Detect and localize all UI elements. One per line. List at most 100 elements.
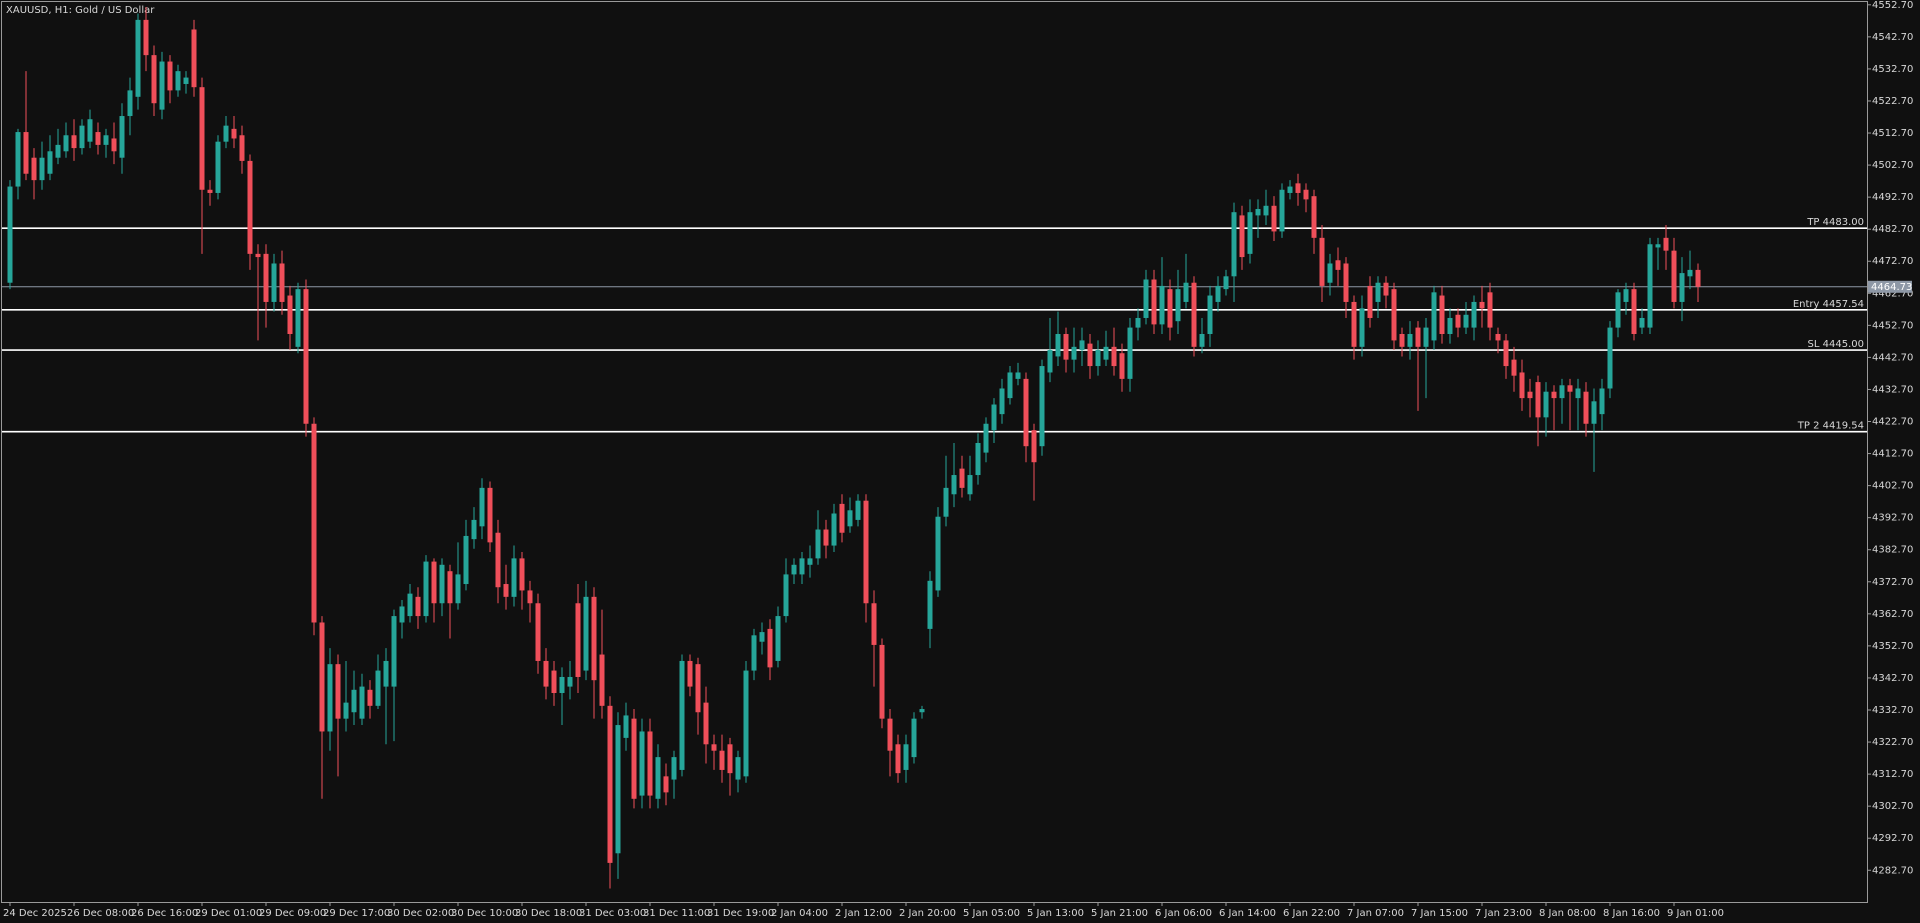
candle-body (159, 61, 165, 110)
candle-body (1239, 215, 1245, 258)
candle-body (119, 116, 125, 158)
candle-body (295, 289, 301, 347)
y-tick-label: 4332.70 (1872, 705, 1913, 716)
candle-body (1247, 212, 1253, 254)
candle-body (1679, 273, 1685, 302)
candle-body (1551, 391, 1557, 399)
candle-body (991, 404, 997, 431)
x-tick-label: 5 Jan 05:00 (963, 908, 1020, 919)
candle-body (1583, 391, 1589, 424)
candle-body (1655, 244, 1661, 248)
candle-body (951, 475, 957, 495)
candle-body (631, 718, 637, 799)
candle-body (895, 744, 901, 774)
x-tick-label: 2 Jan 20:00 (899, 908, 956, 919)
x-tick-label: 2 Jan 12:00 (835, 908, 892, 919)
candle-body (175, 71, 181, 91)
x-tick-label: 31 Dec 03:00 (579, 908, 646, 919)
candle-body (1447, 317, 1453, 335)
candle-body (943, 487, 949, 517)
candle-body (887, 718, 893, 751)
candle-body (967, 475, 973, 495)
candle-body (647, 731, 653, 796)
candle-body (1063, 334, 1069, 360)
candle-body (1223, 276, 1229, 290)
candle-body (543, 660, 549, 687)
candle-body (1591, 401, 1597, 424)
candle-body (1615, 292, 1621, 328)
candle-body (271, 263, 277, 302)
y-tick-label: 4502.70 (1872, 160, 1913, 171)
candle-body (415, 596, 421, 617)
current-price-label: 4464.73 (1871, 282, 1912, 293)
candle-body (263, 253, 269, 302)
candle-body (711, 744, 717, 751)
candle-body (1183, 282, 1189, 302)
x-tick-label: 7 Jan 15:00 (1411, 908, 1468, 919)
y-tick-label: 4422.70 (1872, 417, 1913, 428)
candle-body (1127, 327, 1133, 379)
y-tick-label: 4412.70 (1872, 449, 1913, 460)
candle-body (135, 19, 141, 97)
candle-body (847, 510, 853, 527)
candle-body (1527, 391, 1533, 399)
x-tick-label: 8 Jan 16:00 (1603, 908, 1660, 919)
candle-body (727, 744, 733, 774)
level-label: Entry 4457.54 (1793, 299, 1864, 310)
candle-body (207, 189, 213, 193)
candle-body (559, 676, 565, 694)
candle-body (1687, 269, 1693, 277)
current-price-tag (1868, 280, 1912, 293)
candle-body (911, 718, 917, 758)
y-tick-label: 4342.70 (1872, 673, 1913, 684)
candle-body (455, 574, 461, 604)
candle-body (623, 715, 629, 738)
candle-body (535, 603, 541, 661)
candle-body (527, 590, 533, 604)
candle-body (855, 500, 861, 520)
candle-body (287, 295, 293, 335)
candle-body (1199, 334, 1205, 347)
y-tick-label: 4382.70 (1872, 545, 1913, 556)
x-tick-label: 30 Dec 02:00 (387, 908, 454, 919)
candle-body (1575, 388, 1581, 399)
candle-body (503, 584, 509, 597)
candle-body (511, 558, 517, 597)
candle-body (471, 519, 477, 540)
candle-body (239, 135, 245, 161)
candle-body (1191, 282, 1197, 347)
x-tick-label: 24 Dec 2025 (3, 908, 67, 919)
candle-body (959, 468, 965, 488)
x-tick-label: 7 Jan 07:00 (1347, 908, 1404, 919)
y-tick-label: 4482.70 (1872, 224, 1913, 235)
y-tick-label: 4362.70 (1872, 609, 1913, 620)
candle-body (591, 596, 597, 681)
candle-body (703, 702, 709, 745)
y-tick-label: 4292.70 (1872, 833, 1913, 844)
x-tick-label: 31 Dec 11:00 (643, 908, 710, 919)
candle-body (1303, 189, 1309, 200)
candle-body (1015, 372, 1021, 379)
candle-body (311, 423, 317, 623)
candle-body (551, 670, 557, 694)
candle-body (463, 535, 469, 585)
candle-body (47, 151, 53, 174)
candle-body (351, 689, 357, 713)
y-tick-label: 4432.70 (1872, 384, 1913, 395)
candle-body (935, 516, 941, 591)
x-tick-label: 26 Dec 08:00 (67, 908, 134, 919)
candle-body (807, 558, 813, 565)
candle-body (639, 731, 645, 796)
candle-body (879, 644, 885, 719)
candle-body (71, 135, 77, 149)
candle-body (751, 635, 757, 671)
candle-body (231, 128, 237, 139)
candle-body (1047, 350, 1053, 373)
candle-body (1431, 292, 1437, 341)
candle-body (495, 532, 501, 588)
candle-body (383, 660, 389, 687)
candle-body (1079, 340, 1085, 351)
candle-body (1559, 385, 1565, 399)
